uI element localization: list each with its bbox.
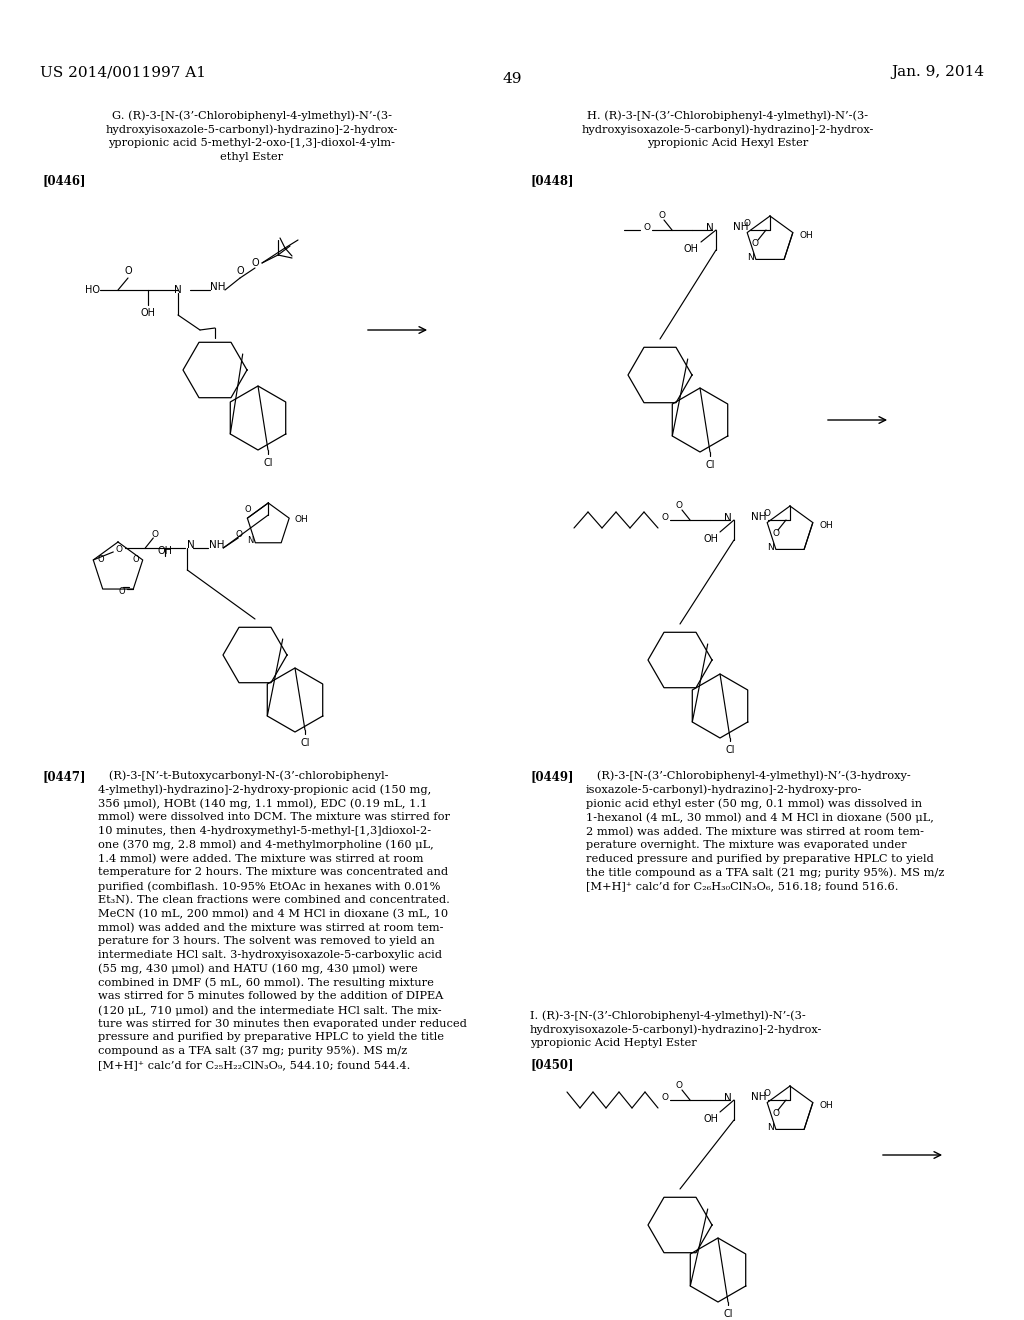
Text: O: O	[676, 1081, 683, 1090]
Text: OH: OH	[819, 1101, 833, 1110]
Text: (R)-3-[N’-t-Butoxycarbonyl-N-(3’-chlorobiphenyl-
4-ylmethyl)-hydrazino]-2-hydrox: (R)-3-[N’-t-Butoxycarbonyl-N-(3’-chlorob…	[98, 770, 467, 1069]
Text: O: O	[251, 257, 259, 268]
Text: N: N	[174, 285, 182, 294]
Text: OH: OH	[294, 516, 308, 524]
Text: OH: OH	[703, 535, 718, 544]
Text: OH: OH	[703, 1114, 718, 1125]
Text: ethyl Ester: ethyl Ester	[220, 152, 284, 162]
Text: O: O	[662, 512, 668, 521]
Text: O: O	[772, 1110, 779, 1118]
Text: O: O	[772, 529, 779, 539]
Text: O: O	[132, 556, 138, 565]
Text: hydroxyisoxazole-5-carbonyl)-hydrazino]-2-hydrox-: hydroxyisoxazole-5-carbonyl)-hydrazino]-…	[105, 124, 398, 135]
Text: N: N	[767, 543, 774, 552]
Text: O: O	[237, 267, 244, 276]
Text: O: O	[236, 531, 243, 540]
Text: O: O	[676, 502, 683, 511]
Text: OH: OH	[684, 244, 699, 253]
Text: [0449]: [0449]	[530, 770, 573, 783]
Text: NH: NH	[732, 222, 748, 232]
Text: O: O	[124, 267, 132, 276]
Text: OH: OH	[799, 231, 813, 239]
Text: Cl: Cl	[725, 744, 735, 755]
Text: G. (R)-3-[N-(3’-Chlorobiphenyl-4-ylmethyl)-N’-(3-: G. (R)-3-[N-(3’-Chlorobiphenyl-4-ylmethy…	[112, 110, 392, 120]
Text: O: O	[764, 1089, 771, 1098]
Text: OH: OH	[140, 308, 156, 318]
Text: Jan. 9, 2014: Jan. 9, 2014	[891, 65, 984, 79]
Text: O: O	[152, 531, 159, 540]
Text: O: O	[119, 586, 125, 595]
Text: ypropionic Acid Hexyl Ester: ypropionic Acid Hexyl Ester	[647, 139, 809, 148]
Text: N: N	[187, 540, 195, 550]
Text: N: N	[767, 1123, 774, 1133]
Text: NH: NH	[209, 540, 225, 550]
Text: Cl: Cl	[723, 1309, 733, 1319]
Text: hydroxyisoxazole-5-carbonyl)-hydrazino]-2-hydrox-: hydroxyisoxazole-5-carbonyl)-hydrazino]-…	[530, 1024, 822, 1035]
Text: NH: NH	[751, 512, 766, 521]
Text: Cl: Cl	[706, 459, 715, 470]
Text: ypropionic Acid Heptyl Ester: ypropionic Acid Heptyl Ester	[530, 1038, 696, 1048]
Text: I. (R)-3-[N-(3’-Chlorobiphenyl-4-ylmethyl)-N’-(3-: I. (R)-3-[N-(3’-Chlorobiphenyl-4-ylmethy…	[530, 1010, 806, 1020]
Text: O: O	[752, 239, 759, 248]
Text: N: N	[247, 536, 253, 545]
Text: O: O	[662, 1093, 668, 1101]
Text: [0447]: [0447]	[42, 770, 85, 783]
Text: N: N	[707, 223, 714, 234]
Text: Cl: Cl	[300, 738, 309, 748]
Text: [0450]: [0450]	[530, 1059, 573, 1071]
Text: NH: NH	[751, 1092, 766, 1102]
Text: HO: HO	[85, 285, 100, 294]
Text: O: O	[743, 219, 751, 227]
Text: NH: NH	[210, 282, 225, 292]
Text: US 2014/0011997 A1: US 2014/0011997 A1	[40, 65, 206, 79]
Text: H. (R)-3-[N-(3’-Chlorobiphenyl-4-ylmethyl)-N’-(3-: H. (R)-3-[N-(3’-Chlorobiphenyl-4-ylmethy…	[588, 110, 868, 120]
Text: hydroxyisoxazole-5-carbonyl)-hydrazino]-2-hydrox-: hydroxyisoxazole-5-carbonyl)-hydrazino]-…	[582, 124, 874, 135]
Text: [0448]: [0448]	[530, 174, 573, 187]
Text: OH: OH	[819, 520, 833, 529]
Text: Cl: Cl	[263, 458, 272, 469]
Text: ypropionic acid 5-methyl-2-oxo-[1,3]-dioxol-4-ylm-: ypropionic acid 5-methyl-2-oxo-[1,3]-dio…	[109, 139, 395, 148]
Text: OH: OH	[158, 546, 173, 556]
Text: O: O	[764, 508, 771, 517]
Text: 49: 49	[502, 73, 522, 86]
Text: N: N	[748, 253, 754, 261]
Text: (R)-3-[N-(3’-Chlorobiphenyl-4-ylmethyl)-N’-(3-hydroxy-
isoxazole-5-carbonyl)-hyd: (R)-3-[N-(3’-Chlorobiphenyl-4-ylmethyl)-…	[586, 770, 944, 891]
Text: N: N	[724, 513, 732, 523]
Text: O: O	[244, 506, 251, 515]
Text: N: N	[724, 1093, 732, 1104]
Text: O: O	[643, 223, 650, 231]
Text: [0446]: [0446]	[42, 174, 85, 187]
Text: O: O	[97, 556, 103, 565]
Text: O: O	[116, 545, 122, 554]
Text: O: O	[658, 211, 666, 220]
